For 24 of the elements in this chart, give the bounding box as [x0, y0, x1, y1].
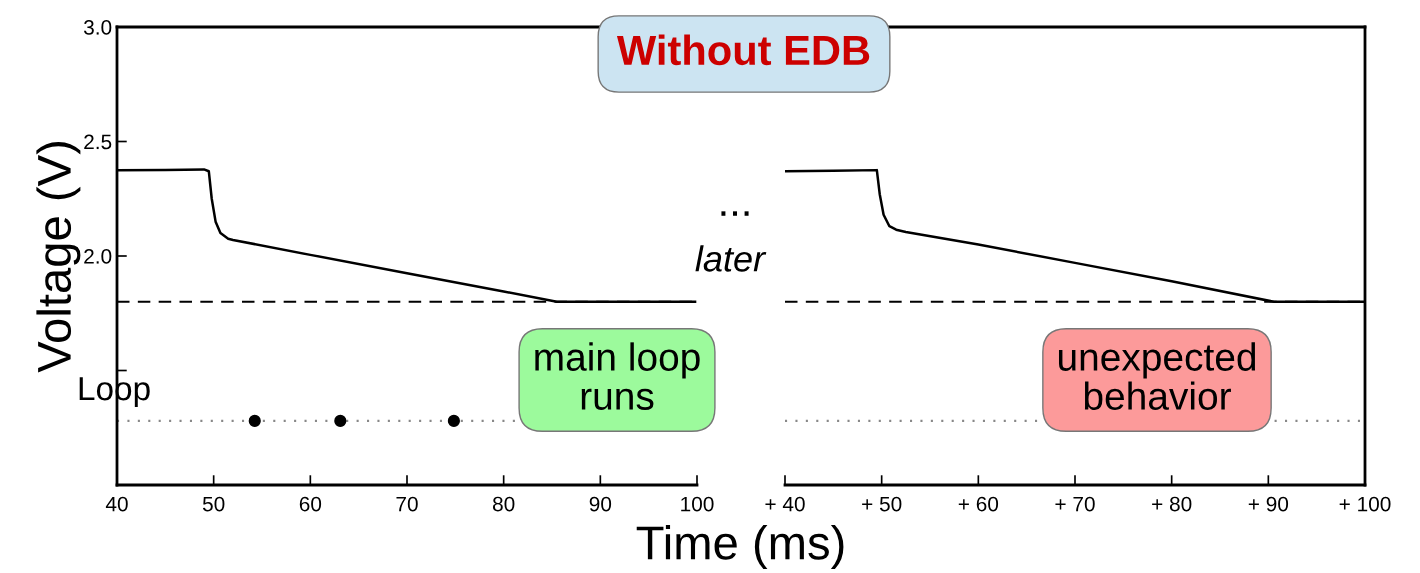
x-tick-label: 90 [589, 496, 612, 512]
y-axis-title: Voltage (V) [36, 142, 81, 373]
x-tick-label: + 90 [1248, 496, 1289, 512]
x-tick-label: + 80 [1152, 496, 1192, 512]
chart-title: Without EDB [616, 34, 870, 66]
x-tick-label: + 40 [765, 496, 805, 512]
x-tick-label: 50 [202, 496, 225, 512]
x-tick-label: + 60 [958, 496, 999, 512]
annotation: unexpected behavior [1058, 342, 1256, 410]
x-tick-label: 40 [105, 496, 128, 512]
annotation: later [695, 245, 767, 272]
x-tick-label: 100 [681, 496, 714, 512]
y-tick-label: 3.0 [83, 20, 112, 35]
x-tick-label: + 50 [862, 496, 902, 512]
y-tick-label: 2.5 [84, 134, 112, 150]
x-tick-label: 70 [396, 496, 418, 512]
x-tick-label: 60 [299, 496, 322, 512]
annotation: main loop runs [535, 342, 700, 410]
x-axis-title: Time (ms) [636, 524, 844, 569]
text: ... [721, 211, 749, 216]
x-tick-label: 80 [492, 496, 515, 512]
x-tick-label: + 70 [1055, 496, 1095, 512]
y-tick-label: 2.0 [84, 249, 112, 264]
x-tick-label: + 100 [1339, 496, 1391, 512]
